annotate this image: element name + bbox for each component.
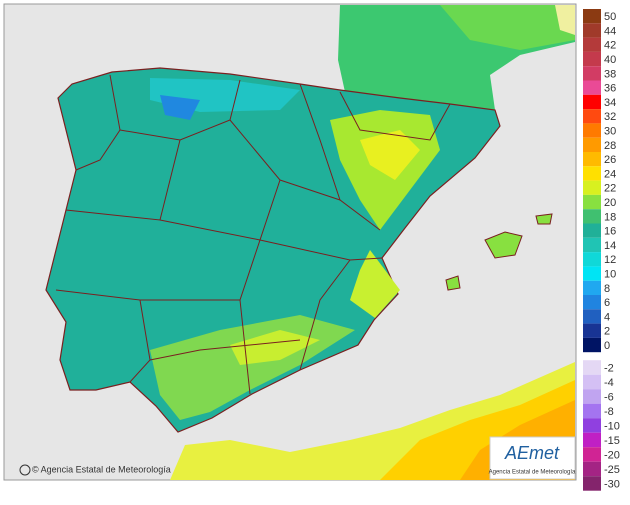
legend-label: 42 [604, 40, 616, 52]
legend-swatch [583, 123, 601, 138]
border [159, 119, 281, 241]
valencia-warm [350, 250, 400, 318]
legend: 5044424038363432302826242220181614121086… [583, 9, 620, 491]
legend-swatch [583, 94, 601, 110]
france-warm [440, 5, 575, 50]
legend-swatch [583, 237, 601, 253]
legend-swatch [583, 295, 601, 310]
legend-label: -2 [604, 362, 614, 374]
legend-label: 26 [604, 154, 616, 166]
border [119, 79, 241, 141]
legend-label: 44 [604, 25, 616, 37]
legend-swatch [583, 137, 601, 152]
legend-swatch [583, 323, 601, 338]
legend-label: 18 [604, 211, 616, 223]
province-borders [55, 74, 451, 395]
legend-label: -30 [604, 478, 620, 490]
legend-label: 28 [604, 140, 616, 152]
legend-label: -25 [604, 464, 620, 476]
logo-box [489, 436, 576, 480]
legend-swatch [583, 337, 601, 353]
legend-label: 24 [604, 168, 616, 180]
legend-label: 30 [604, 125, 616, 137]
legend-swatch [583, 180, 601, 195]
legend-label: -8 [604, 406, 614, 418]
andalusia-hot [230, 330, 320, 365]
legend-label: 50 [604, 11, 616, 23]
legend-label: 10 [604, 268, 616, 280]
ebro-hot [360, 130, 420, 180]
mallorca [484, 231, 523, 259]
legend-swatch [583, 418, 601, 433]
legend-swatch [583, 403, 601, 419]
credit: © Agencia Estatal de Meteorología [32, 464, 171, 474]
legend-swatch [583, 266, 601, 281]
legend-label: 12 [604, 254, 616, 266]
legend-label: 36 [604, 83, 616, 95]
legend-label: 6 [604, 297, 610, 309]
legend-swatch [583, 461, 601, 477]
legend-swatch [583, 476, 601, 491]
ibiza [445, 275, 461, 291]
legend-label: -20 [604, 449, 620, 461]
legend-swatch [583, 432, 601, 448]
legend-swatch [583, 447, 601, 462]
france-edge [555, 5, 575, 35]
mountains-cold [160, 95, 200, 120]
legend-label: 0 [604, 340, 610, 352]
legend-label: 2 [604, 326, 610, 338]
legend-label: 8 [604, 283, 610, 295]
logo-subtitle: Agencia Estatal de Meteorología [489, 470, 576, 476]
menorca [535, 213, 553, 225]
border [75, 74, 121, 171]
legend-swatch [583, 209, 601, 224]
legend-label: 40 [604, 54, 616, 66]
legend-swatch [583, 9, 601, 24]
legend-label: 34 [604, 97, 616, 109]
legend-label: 38 [604, 68, 616, 80]
legend-label: -6 [604, 391, 614, 403]
legend-swatch [583, 23, 601, 38]
legend-swatch [583, 252, 601, 267]
legend-swatch [583, 194, 601, 210]
legend-swatch [583, 152, 601, 167]
legend-swatch [583, 51, 601, 67]
legend-label: -15 [604, 435, 620, 447]
legend-label: 20 [604, 197, 616, 209]
legend-label: 16 [604, 226, 616, 238]
logo: AEmet [504, 443, 560, 463]
legend-label: 4 [604, 311, 610, 323]
legend-swatch [583, 37, 601, 52]
legend-label: -10 [604, 420, 620, 432]
legend-swatch [583, 66, 601, 81]
legend-swatch [583, 109, 601, 124]
legend-label: 32 [604, 111, 616, 123]
legend-label: 14 [604, 240, 616, 252]
legend-swatch [583, 389, 601, 404]
border [299, 259, 351, 371]
legend-swatch [583, 309, 601, 324]
border [239, 299, 251, 395]
legend-swatch [583, 374, 601, 390]
border [299, 83, 341, 201]
legend-swatch [583, 223, 601, 238]
border [149, 339, 301, 361]
legend-label: 22 [604, 183, 616, 195]
border [55, 239, 261, 301]
legend-swatch [583, 166, 601, 181]
border [339, 91, 451, 141]
legend-swatch [583, 280, 601, 295]
copyright-icon [19, 464, 31, 476]
legend-swatch [583, 80, 601, 95]
legend-swatch [583, 360, 601, 375]
legend-label: -4 [604, 377, 614, 389]
